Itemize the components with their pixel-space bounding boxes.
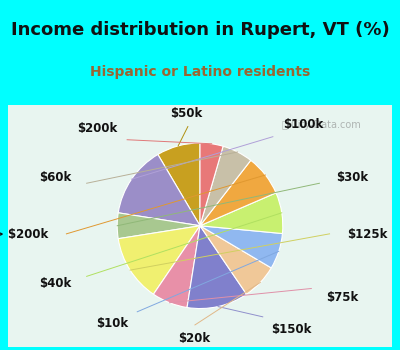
Wedge shape: [118, 226, 200, 294]
Text: $100k: $100k: [283, 118, 323, 131]
Text: $200k: $200k: [77, 121, 117, 134]
Wedge shape: [200, 160, 276, 226]
Wedge shape: [187, 226, 246, 309]
Wedge shape: [200, 226, 271, 294]
Text: > $200k: > $200k: [0, 229, 48, 241]
Text: $60k: $60k: [39, 171, 71, 184]
Text: $20k: $20k: [178, 332, 210, 345]
Wedge shape: [200, 226, 282, 268]
Wedge shape: [117, 213, 200, 239]
Text: ⓘ City-Data.com: ⓘ City-Data.com: [282, 120, 361, 130]
Wedge shape: [118, 154, 200, 226]
Wedge shape: [200, 146, 251, 226]
Text: $50k: $50k: [170, 106, 202, 120]
Wedge shape: [200, 193, 283, 233]
Text: Income distribution in Rupert, VT (%): Income distribution in Rupert, VT (%): [11, 21, 389, 39]
Text: $125k: $125k: [347, 229, 388, 241]
Text: $10k: $10k: [96, 317, 129, 330]
Text: $75k: $75k: [326, 290, 359, 303]
Wedge shape: [158, 143, 200, 226]
Text: $150k: $150k: [271, 323, 312, 336]
Text: $30k: $30k: [336, 171, 368, 184]
Text: Hispanic or Latino residents: Hispanic or Latino residents: [90, 65, 310, 79]
Wedge shape: [154, 226, 200, 308]
Text: $40k: $40k: [39, 277, 71, 290]
Wedge shape: [200, 143, 223, 226]
